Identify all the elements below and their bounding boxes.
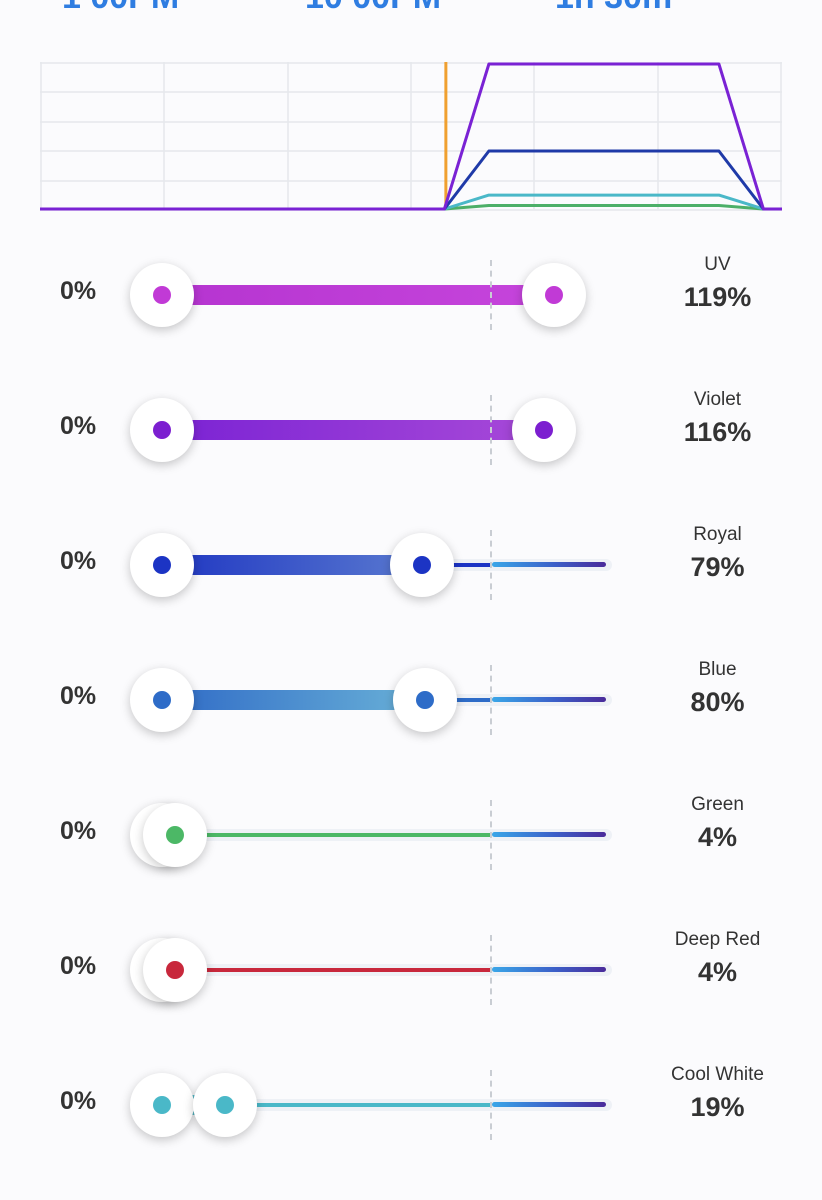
slider-remaining-line [175, 968, 491, 972]
top-tabs: 1 00PM 10 00PM 1h 30m [0, 0, 822, 16]
slider-overdrive-segment [492, 967, 606, 972]
slider-100-marker [490, 395, 492, 465]
slider-overdrive-segment [492, 832, 606, 837]
slider-remaining-line [224, 1103, 491, 1107]
slider-fill [162, 690, 426, 710]
slider-100-marker [490, 530, 492, 600]
channel-value: 116% [683, 417, 752, 447]
slider-max-handle[interactable] [192, 1073, 257, 1137]
channel-row: 0% Green 4% [0, 794, 822, 870]
slider-max-handle[interactable] [143, 803, 208, 867]
handle-dot [153, 421, 171, 439]
slider-max-handle[interactable] [389, 533, 454, 597]
channel-row: 0% Royal 79% [0, 524, 822, 600]
handle-dot [534, 421, 553, 439]
slider-100-marker [490, 800, 492, 870]
schedule-chart [40, 62, 782, 214]
channel-row: 0% Violet 116% [0, 389, 822, 465]
channel-row: 0% Cool White 19% [0, 1064, 822, 1140]
handle-dot [153, 286, 171, 304]
channel-row: 0% UV 119% [0, 254, 822, 330]
handle-dot [153, 556, 171, 574]
slider-100-marker [490, 935, 492, 1005]
channel-slider[interactable] [130, 1070, 650, 1140]
handle-dot [153, 1096, 171, 1114]
channel-min-label: 0% [60, 952, 97, 980]
slider-min-handle[interactable] [130, 263, 194, 327]
tab-start-time[interactable]: 1 00PM [62, 0, 179, 17]
channel-slider[interactable] [130, 395, 650, 465]
slider-remaining-line [425, 698, 491, 702]
channel-name: Deep Red [674, 929, 761, 950]
handle-dot [166, 961, 185, 979]
channel-min-label: 0% [60, 682, 97, 710]
slider-min-handle[interactable] [130, 533, 194, 597]
channel-slider[interactable] [130, 665, 650, 735]
channel-value: 4% [697, 822, 738, 852]
channel-value: 80% [690, 687, 745, 717]
channel-min-label: 0% [60, 412, 97, 440]
slider-remaining-line [421, 563, 491, 567]
slider-overdrive-segment [492, 1102, 606, 1107]
slider-fill [162, 555, 422, 575]
slider-min-handle[interactable] [130, 1073, 194, 1137]
channel-row: 0% Blue 80% [0, 659, 822, 735]
channel-row: 0% Deep Red 4% [0, 929, 822, 1005]
slider-overdrive-segment [492, 697, 606, 702]
channel-min-label: 0% [60, 277, 97, 305]
handle-dot [215, 1096, 234, 1114]
channel-min-label: 0% [60, 1087, 97, 1115]
tab-ramp-time[interactable]: 1h 30m [555, 0, 672, 17]
channel-slider[interactable] [130, 260, 650, 330]
slider-remaining-line [175, 833, 491, 837]
channel-min-label: 0% [60, 817, 97, 845]
channel-value: 119% [683, 282, 752, 312]
channel-value: 4% [697, 957, 738, 987]
channel-name: Cool White [671, 1064, 764, 1085]
slider-max-handle[interactable] [511, 398, 576, 462]
slider-min-handle[interactable] [130, 398, 194, 462]
slider-overdrive-segment [492, 562, 606, 567]
handle-dot [544, 286, 563, 304]
channel-slider[interactable] [130, 935, 650, 1005]
channel-name: UV [704, 254, 731, 275]
channel-min-label: 0% [60, 547, 97, 575]
channel-name: Violet [693, 389, 742, 410]
handle-dot [166, 826, 185, 844]
slider-fill [162, 420, 544, 440]
handle-dot [412, 556, 431, 574]
slider-fill [162, 285, 554, 305]
slider-100-marker [490, 260, 492, 330]
channel-value: 19% [690, 1092, 745, 1122]
channel-name: Royal [693, 524, 742, 545]
slider-100-marker [490, 665, 492, 735]
tab-end-time[interactable]: 10 00PM [305, 0, 441, 17]
slider-max-handle[interactable] [143, 938, 208, 1002]
slider-100-marker [490, 1070, 492, 1140]
slider-max-handle[interactable] [521, 263, 586, 327]
schedule-chart-svg [40, 62, 782, 211]
channel-slider[interactable] [130, 530, 650, 600]
channel-slider[interactable] [130, 800, 650, 870]
channel-name: Green [691, 794, 744, 815]
slider-min-handle[interactable] [130, 668, 194, 732]
series-line [40, 62, 782, 211]
channel-name: Blue [698, 659, 737, 680]
slider-max-handle[interactable] [393, 668, 458, 732]
channel-value: 79% [690, 552, 745, 582]
handle-dot [153, 691, 171, 709]
handle-dot [416, 691, 435, 709]
